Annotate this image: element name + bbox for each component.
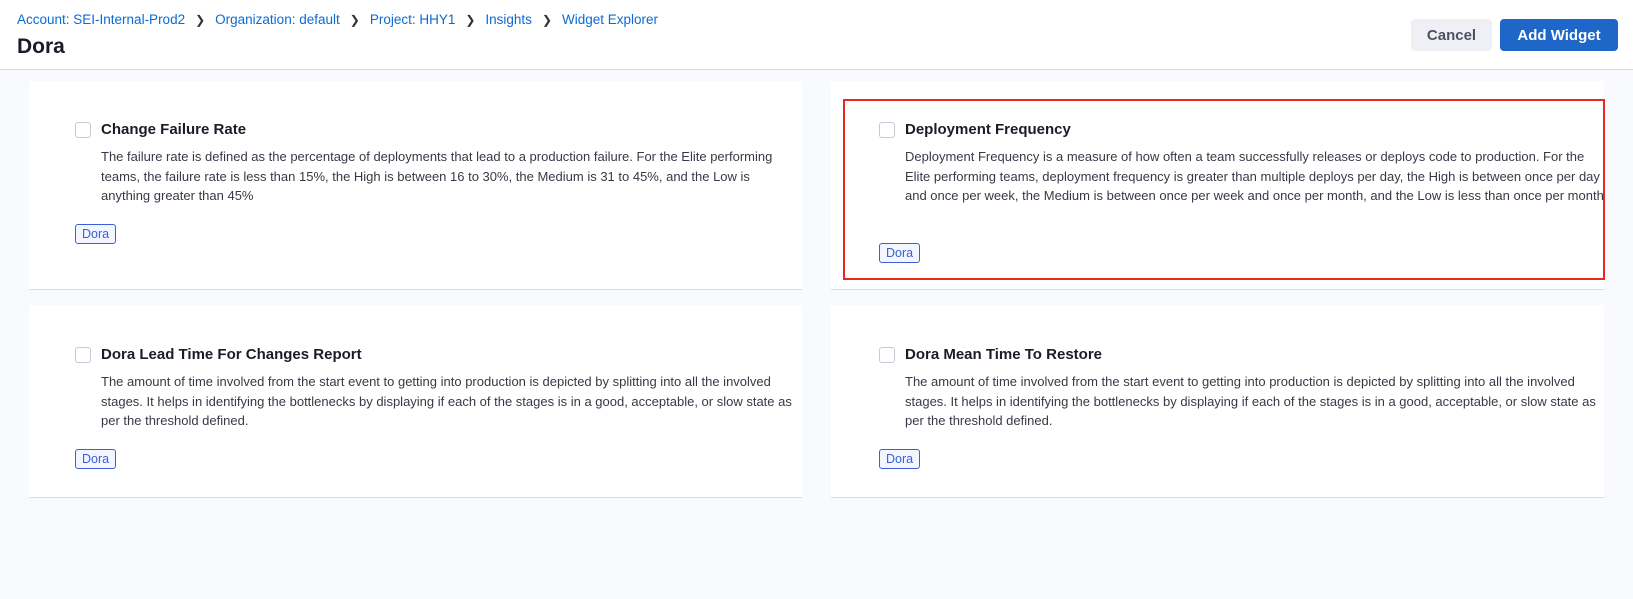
widget-checkbox[interactable] (75, 347, 91, 363)
breadcrumb-account[interactable]: Account: SEI-Internal-Prod2 (17, 12, 186, 27)
widget-checkbox[interactable] (879, 122, 895, 138)
page-header: Account: SEI-Internal-Prod2 ❯ Organizatio… (0, 0, 1633, 70)
breadcrumb: Account: SEI-Internal-Prod2 ❯ Organizatio… (17, 12, 658, 27)
chevron-right-icon: ❯ (465, 12, 476, 27)
add-widget-button[interactable]: Add Widget (1500, 19, 1618, 51)
breadcrumb-insights[interactable]: Insights (485, 12, 532, 27)
widget-title: Dora Mean Time To Restore (905, 346, 1102, 363)
widget-title: Change Failure Rate (101, 121, 247, 138)
widget-tag: Dora (879, 449, 921, 469)
widget-card-lead-time[interactable]: Dora Lead Time For Changes Report The am… (29, 305, 802, 498)
widget-card-mean-time-to-restore[interactable]: Dora Mean Time To Restore The amount of … (831, 305, 1604, 498)
widget-checkbox[interactable] (75, 122, 91, 138)
widget-title: Deployment Frequency (905, 121, 1071, 138)
widget-tag: Dora (879, 243, 921, 263)
page-title: Dora (17, 35, 65, 58)
chevron-right-icon: ❯ (541, 12, 552, 27)
widget-description: The amount of time involved from the sta… (905, 374, 1596, 428)
widget-description: The failure rate is defined as the perce… (101, 149, 773, 203)
cancel-button[interactable]: Cancel (1411, 19, 1492, 51)
chevron-right-icon: ❯ (195, 12, 206, 27)
breadcrumb-organization[interactable]: Organization: default (215, 12, 340, 27)
widget-tag: Dora (75, 224, 117, 244)
widget-description: The amount of time involved from the sta… (101, 374, 792, 428)
widget-tag: Dora (75, 449, 117, 469)
widget-description: Deployment Frequency is a measure of how… (905, 149, 1604, 203)
widget-title: Dora Lead Time For Changes Report (101, 346, 362, 363)
widget-card-deployment-frequency[interactable]: Deployment Frequency Deployment Frequenc… (831, 81, 1604, 290)
highlight-box (843, 99, 1605, 280)
widget-checkbox[interactable] (879, 347, 895, 363)
widget-card-change-failure-rate[interactable]: Change Failure Rate The failure rate is … (29, 81, 802, 290)
breadcrumb-project[interactable]: Project: HHY1 (369, 12, 456, 27)
breadcrumb-widget-explorer[interactable]: Widget Explorer (562, 12, 659, 27)
chevron-right-icon: ❯ (349, 12, 360, 27)
